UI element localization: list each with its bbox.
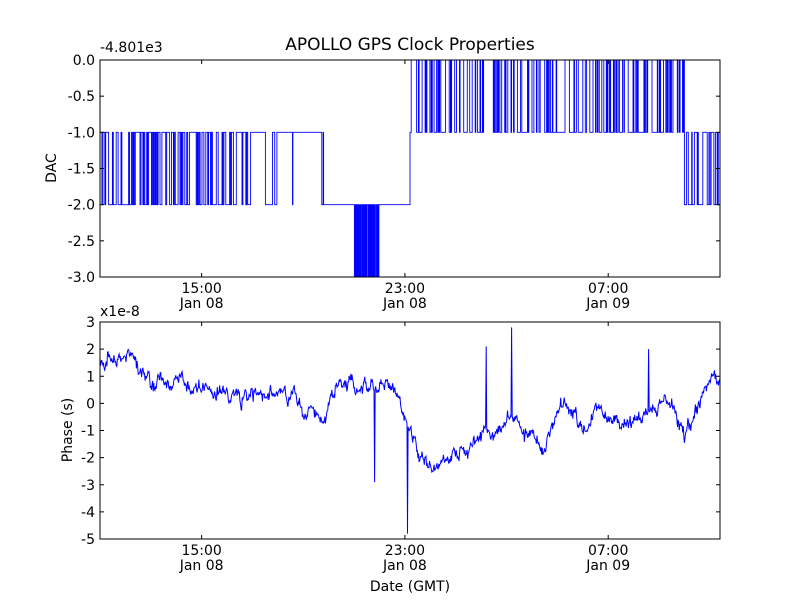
dac-y-tick-label: -2.0 (68, 198, 95, 214)
phase-y-tick-label: -5 (81, 532, 95, 548)
dac-x-tick-date: Jan 08 (179, 296, 224, 312)
phase-x-tick-date: Jan 08 (382, 558, 427, 574)
phase-y-tick-label: -4 (81, 505, 95, 521)
phase-offset-label: x1e-8 (100, 304, 140, 320)
dac-y-tick-label: 0.0 (73, 53, 95, 69)
dac-offset-label: -4.801e3 (100, 40, 163, 56)
phase-y-tick-label: 2 (86, 342, 95, 358)
dac-x-tick-time: 07:00 (588, 281, 628, 297)
chart-title: APOLLO GPS Clock Properties (285, 35, 535, 55)
dac-x-tick-date: Jan 08 (382, 296, 427, 312)
phase-x-tick-date: Jan 08 (179, 558, 224, 574)
dac-x-tick-time: 15:00 (181, 281, 221, 297)
phase-y-tick-label: 3 (86, 315, 95, 331)
dac-plot-frame (99, 59, 721, 278)
dac-series-line (100, 59, 721, 278)
phase-y-tick-label: -1 (81, 424, 95, 440)
phase-x-tick-date: Jan 09 (585, 558, 630, 574)
dac-x-tick-date: Jan 09 (585, 296, 630, 312)
phase-y-tick-label: -2 (81, 451, 95, 467)
dac-series-line-group (100, 59, 721, 278)
phase-x-tick-time: 07:00 (588, 543, 628, 559)
phase-y-tick-label: 1 (86, 369, 95, 385)
dac-y-tick-label: -0.5 (68, 89, 95, 105)
phase-x-tick-time: 23:00 (385, 543, 425, 559)
dac-y-tick-label: -3.0 (68, 270, 95, 286)
phase-y-axis-label: Phase (s) (60, 398, 76, 462)
phase-y-tick-label: -3 (81, 478, 95, 494)
dac-y-tick-label: -1.5 (68, 162, 95, 178)
phase-y-tick-label: 0 (86, 396, 95, 412)
phase-plot-frame (99, 321, 721, 540)
dac-y-tick-label: -1.0 (68, 125, 95, 141)
dac-y-tick-label: -2.5 (68, 234, 95, 250)
x-axis-label: Date (GMT) (370, 579, 450, 595)
phase-x-tick-time: 15:00 (181, 543, 221, 559)
dac-y-axis-label: DAC (44, 153, 60, 183)
dac-x-tick-time: 23:00 (385, 281, 425, 297)
